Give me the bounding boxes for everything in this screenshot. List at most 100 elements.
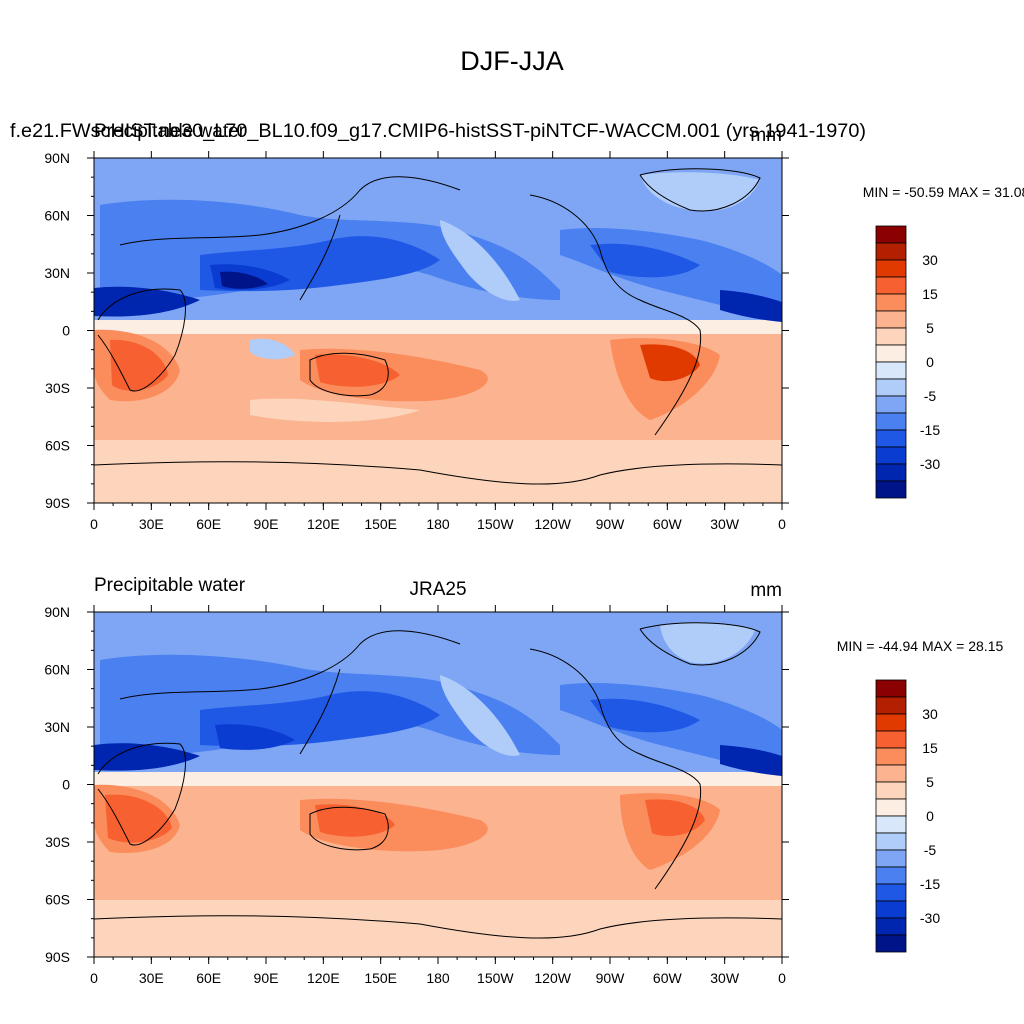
panel-2-stats: MIN = -44.94 MAX = 28.15 [837, 638, 1004, 654]
panel-2-colorbar: 30 15 5 0 -5 -15 -30 [875, 679, 940, 953]
panel-2-left-title: Precipitable water [94, 575, 246, 596]
colorbar-swatch [875, 815, 907, 834]
panel-1-colorbar: 30 15 5 0 -5 -15 -30 [875, 225, 940, 499]
x-tick-label: 0 [778, 516, 786, 532]
x-tick-label: 120E [307, 970, 340, 986]
colorbar-label: 30 [922, 706, 938, 722]
panel-2: Precipitable water JRA25 mm [44, 575, 1003, 986]
panel-1: Precipitable water f.e21.FWscHIST.ne30_L… [10, 121, 1024, 532]
colorbar-swatch [875, 747, 907, 766]
x-tick-label: 0 [90, 970, 98, 986]
colorbar-swatch [875, 259, 907, 278]
x-tick-label: 60W [653, 516, 683, 532]
colorbar-label: 30 [922, 252, 938, 268]
colorbar-label: 5 [926, 774, 934, 790]
y-tick-label: 30N [44, 719, 70, 735]
x-tick-label: 0 [90, 516, 98, 532]
x-tick-label: 90W [596, 516, 626, 532]
colorbar-swatch [875, 696, 907, 715]
colorbar-swatch [875, 463, 907, 482]
colorbar-swatch [875, 883, 907, 902]
y-tick-label: 30S [45, 834, 70, 850]
panel-2-axes: 0 30E 60E 90E 120E 150E 180 150W 120W 90W 60W 30W 0 9… [44, 604, 789, 986]
x-tick-label: 60W [653, 970, 683, 986]
x-tick-label: 120W [534, 970, 571, 986]
colorbar-swatch [875, 781, 907, 800]
colorbar-swatch [875, 293, 907, 312]
colorbar-label: 15 [922, 740, 938, 756]
colorbar-swatch [875, 361, 907, 380]
y-tick-label: 60S [45, 892, 70, 908]
colorbar-label: -15 [920, 422, 940, 438]
y-tick-label: 90N [44, 150, 70, 166]
x-tick-label: 30W [710, 970, 740, 986]
colorbar-swatch [875, 310, 907, 329]
x-tick-label: 0 [778, 970, 786, 986]
x-tick-label: 150W [477, 970, 514, 986]
x-tick-label: 180 [426, 970, 450, 986]
colorbar-label: 15 [922, 286, 938, 302]
y-tick-label: 90N [44, 604, 70, 620]
colorbar-label: -15 [920, 876, 940, 892]
colorbar-label: 0 [926, 808, 934, 824]
panel-2-center-title: JRA25 [409, 579, 466, 600]
colorbar-swatch [875, 798, 907, 817]
y-tick-label: 60S [45, 438, 70, 454]
colorbar-swatch [875, 429, 907, 448]
x-tick-label: 90W [596, 970, 626, 986]
panel-1-coastlines [94, 168, 782, 485]
colorbar-swatch [875, 849, 907, 868]
y-tick-label: 60N [44, 662, 70, 678]
panel-1-map [94, 158, 782, 503]
colorbar-swatch [875, 480, 907, 499]
panel-1-equator-band [94, 320, 782, 334]
y-tick-label: 0 [62, 323, 70, 339]
y-tick-label: 30N [44, 265, 70, 281]
colorbar-swatch [875, 713, 907, 732]
x-tick-label: 150E [364, 970, 397, 986]
x-tick-label: 30E [139, 516, 164, 532]
colorbar-label: 0 [926, 354, 934, 370]
panel-2-units: mm [750, 580, 782, 601]
colorbar-swatch [875, 395, 907, 414]
panel-1-stats: MIN = -50.59 MAX = 31.08 [863, 184, 1024, 200]
x-tick-label: 60E [196, 970, 221, 986]
x-tick-label: 120E [307, 516, 340, 532]
colorbar-swatch [875, 242, 907, 261]
colorbar-swatch [875, 412, 907, 431]
x-tick-label: 120W [534, 516, 571, 532]
y-tick-label: 90S [45, 495, 70, 511]
x-tick-label: 90E [254, 516, 279, 532]
panel-2-map [94, 612, 782, 957]
panel-1-center-title: f.e21.FWscHIST.ne30_L70_BL10.f09_g17.CMI… [10, 121, 866, 142]
colorbar-swatch [875, 276, 907, 295]
x-tick-label: 180 [426, 516, 450, 532]
panel-1-units: mm [750, 125, 782, 146]
colorbar-swatch [875, 344, 907, 363]
colorbar-swatch [875, 378, 907, 397]
figure-title: DJF-JJA [460, 46, 564, 76]
y-tick-label: 30S [45, 380, 70, 396]
colorbar-label: -30 [920, 910, 940, 926]
colorbar-swatch [875, 917, 907, 936]
x-tick-label: 60E [196, 516, 221, 532]
panel-2-coastlines [94, 622, 782, 939]
colorbar-swatch [875, 900, 907, 919]
colorbar-swatch [875, 832, 907, 851]
panel-1-antarctic-band [94, 440, 782, 503]
colorbar-swatch [875, 730, 907, 749]
colorbar-label: 5 [926, 320, 934, 336]
panel-1-axes: 0 30E 60E 90E 120E 150E 180 150W 120W 90W 60W 30W 0 9… [44, 150, 789, 532]
colorbar-swatch [875, 225, 907, 244]
colorbar-swatch [875, 866, 907, 885]
colorbar-swatch [875, 764, 907, 783]
colorbar-swatch [875, 446, 907, 465]
x-tick-label: 150E [364, 516, 397, 532]
colorbar-label: -5 [924, 842, 937, 858]
colorbar-label: -5 [924, 388, 937, 404]
y-tick-label: 60N [44, 208, 70, 224]
y-tick-label: 0 [62, 777, 70, 793]
colorbar-swatch [875, 327, 907, 346]
colorbar-swatch [875, 679, 907, 698]
